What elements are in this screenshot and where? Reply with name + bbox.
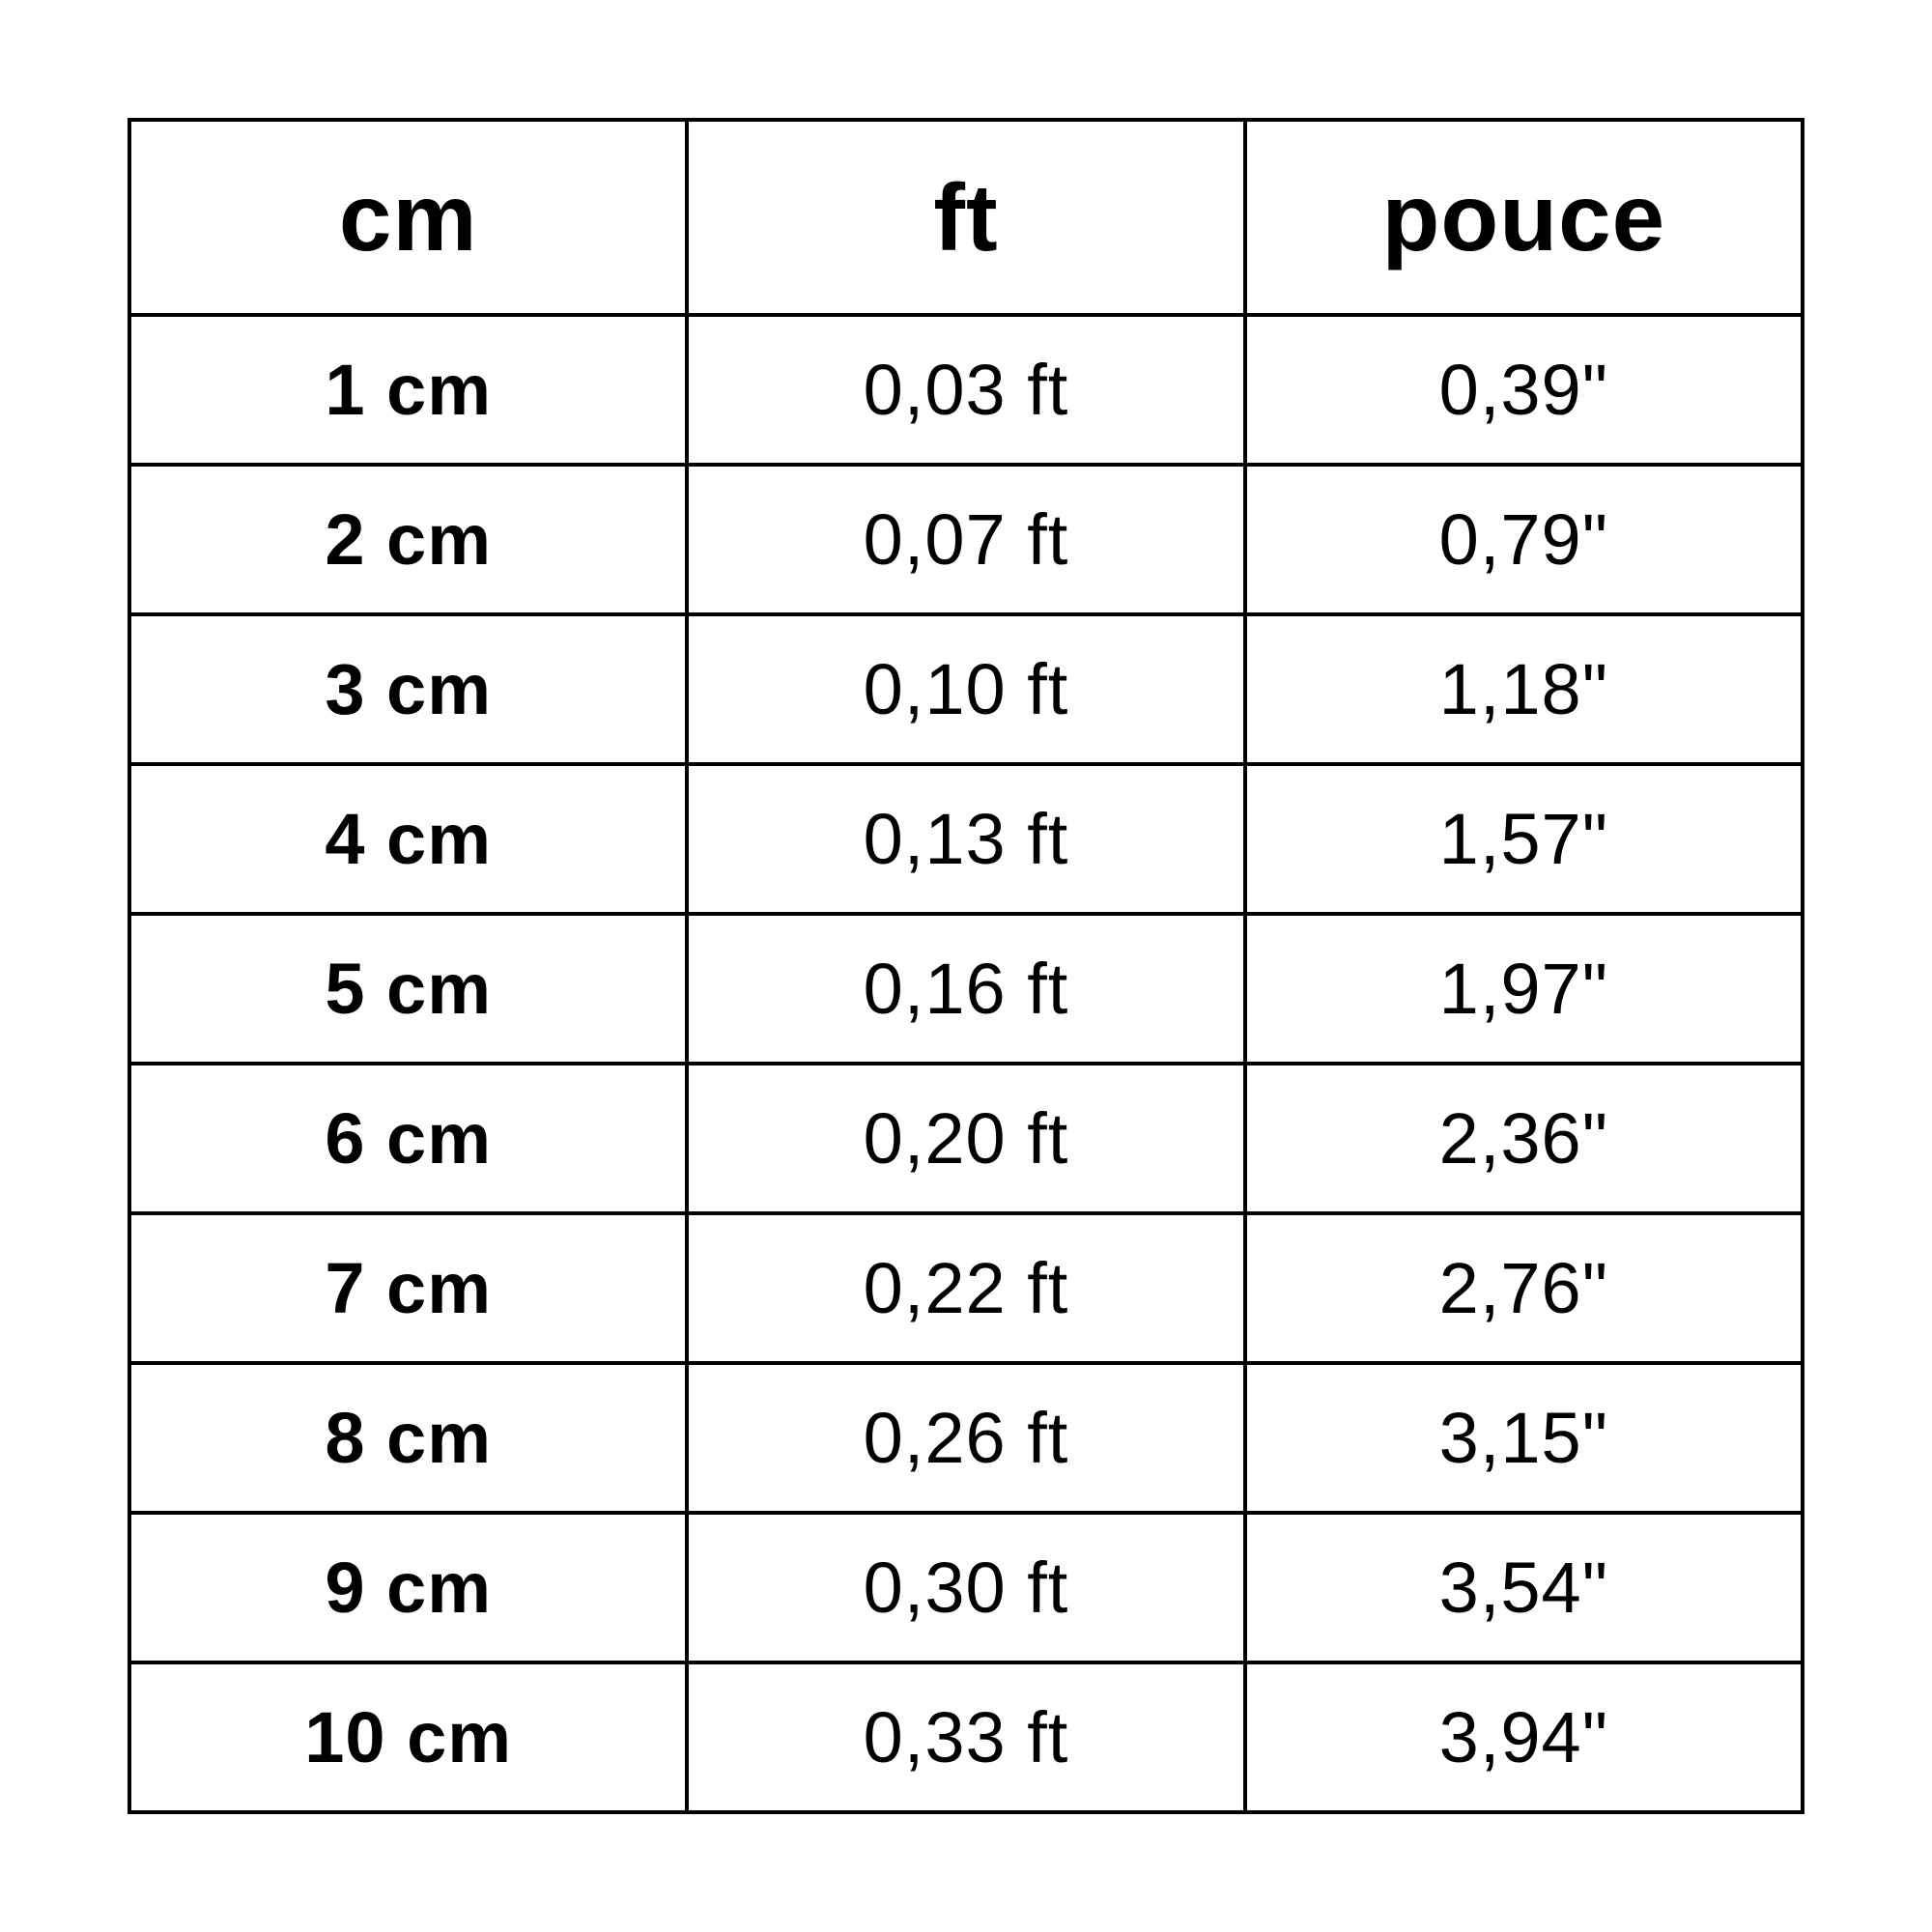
ft-value-cell: 0,10 ft	[685, 612, 1247, 766]
ft-value-cell: 0,22 ft	[685, 1211, 1247, 1365]
cm-value-cell: 3 cm	[127, 612, 690, 766]
column-header-pouce: pouce	[1242, 118, 1805, 317]
table-row: 6 cm 0,20 ft 2,36"	[127, 1062, 1805, 1215]
pouce-value-cell: 1,57"	[1242, 762, 1805, 916]
cm-value-cell: 2 cm	[127, 463, 690, 616]
ft-value-cell: 0,30 ft	[685, 1511, 1247, 1664]
column-header-cm: cm	[127, 118, 690, 317]
pouce-value-cell: 2,36"	[1242, 1062, 1805, 1215]
conversion-table-container: cm ft pouce 1 cm 0,03 ft 0,39" 2 cm 0,07…	[127, 118, 1805, 1814]
table-row: 9 cm 0,30 ft 3,54"	[127, 1511, 1805, 1664]
pouce-value-cell: 1,97"	[1242, 912, 1805, 1065]
table-row: 3 cm 0,10 ft 1,18"	[127, 612, 1805, 766]
header-row: cm ft pouce	[127, 118, 1805, 317]
pouce-value-cell: 2,76"	[1242, 1211, 1805, 1365]
cm-value-cell: 8 cm	[127, 1361, 690, 1515]
pouce-value-cell: 1,18"	[1242, 612, 1805, 766]
pouce-value-cell: 0,79"	[1242, 463, 1805, 616]
cm-value-cell: 6 cm	[127, 1062, 690, 1215]
ft-value-cell: 0,20 ft	[685, 1062, 1247, 1215]
cm-value-cell: 9 cm	[127, 1511, 690, 1664]
ft-value-cell: 0,13 ft	[685, 762, 1247, 916]
ft-value-cell: 0,03 ft	[685, 313, 1247, 467]
table-row: 4 cm 0,13 ft 1,57"	[127, 762, 1805, 916]
pouce-value-cell: 3,94"	[1242, 1661, 1805, 1814]
cm-ft-pouce-conversion-table: cm ft pouce 1 cm 0,03 ft 0,39" 2 cm 0,07…	[127, 118, 1805, 1814]
table-body: 1 cm 0,03 ft 0,39" 2 cm 0,07 ft 0,79" 3 …	[127, 313, 1805, 1814]
table-row: 5 cm 0,16 ft 1,97"	[127, 912, 1805, 1065]
table-row: 2 cm 0,07 ft 0,79"	[127, 463, 1805, 616]
pouce-value-cell: 3,54"	[1242, 1511, 1805, 1664]
table-header: cm ft pouce	[127, 118, 1805, 317]
table-row: 8 cm 0,26 ft 3,15"	[127, 1361, 1805, 1515]
pouce-value-cell: 0,39"	[1242, 313, 1805, 467]
ft-value-cell: 0,07 ft	[685, 463, 1247, 616]
cm-value-cell: 7 cm	[127, 1211, 690, 1365]
ft-value-cell: 0,33 ft	[685, 1661, 1247, 1814]
ft-value-cell: 0,16 ft	[685, 912, 1247, 1065]
cm-value-cell: 4 cm	[127, 762, 690, 916]
cm-value-cell: 5 cm	[127, 912, 690, 1065]
table-row: 10 cm 0,33 ft 3,94"	[127, 1661, 1805, 1814]
pouce-value-cell: 3,15"	[1242, 1361, 1805, 1515]
table-row: 7 cm 0,22 ft 2,76"	[127, 1211, 1805, 1365]
table-row: 1 cm 0,03 ft 0,39"	[127, 313, 1805, 467]
column-header-ft: ft	[685, 118, 1247, 317]
ft-value-cell: 0,26 ft	[685, 1361, 1247, 1515]
cm-value-cell: 1 cm	[127, 313, 690, 467]
cm-value-cell: 10 cm	[127, 1661, 690, 1814]
